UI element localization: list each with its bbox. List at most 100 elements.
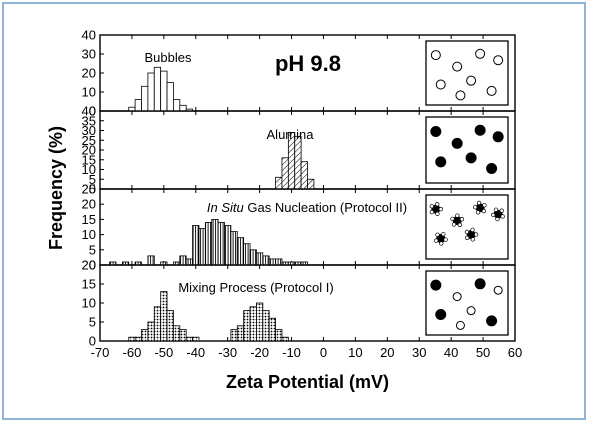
histogram-bar (198, 228, 206, 266)
attached-bubble (481, 208, 487, 214)
attached-bubble (435, 211, 440, 216)
attached-bubble (491, 212, 496, 218)
histogram-bar (268, 317, 276, 342)
x-tick-label: -70 (91, 345, 110, 360)
histogram-bar (236, 325, 245, 342)
y-tick-label: 15 (82, 277, 96, 292)
bubble-circle (493, 285, 503, 295)
attached-bubble (457, 222, 463, 227)
x-tick-label: -60 (123, 345, 142, 360)
x-tick-label: 10 (348, 345, 362, 360)
histogram-bar (275, 258, 283, 266)
x-tick-label: 40 (444, 345, 458, 360)
y-tick-label: 20 (82, 66, 96, 81)
alumina-particle (486, 315, 498, 327)
attached-bubble (482, 203, 487, 208)
bubble-circle (430, 50, 441, 61)
histogram-bar (275, 176, 283, 190)
alumina-particle (430, 126, 442, 138)
histogram-bar (243, 310, 251, 342)
histogram-bar (275, 329, 283, 342)
y-tick-label: 5 (89, 172, 96, 187)
bubble-circle (435, 79, 446, 90)
attached-bubble (464, 229, 470, 235)
attached-bubble (465, 235, 470, 240)
histogram-bar (243, 243, 251, 266)
panel-label: In Situ Gas Nucleation (Protocol II) (207, 200, 407, 215)
histogram-bar (141, 85, 149, 112)
inset-schematic-open-circles (425, 40, 509, 106)
panel-label: Alumina (267, 127, 315, 142)
y-tick-label: 30 (82, 123, 96, 138)
y-tick-label: 20 (82, 197, 96, 212)
y-tick-label: 20 (82, 258, 96, 273)
histogram-bar (300, 161, 308, 190)
histogram-bar (166, 310, 174, 342)
inset-schematic-decorated-circles (425, 194, 509, 260)
attached-bubble (473, 232, 479, 237)
histogram-bar (192, 336, 200, 342)
attached-bubble (499, 208, 504, 213)
histogram-bar (230, 329, 238, 342)
y-tick-label: 40 (82, 104, 96, 119)
histogram-bar (179, 104, 187, 112)
attached-bubble (493, 207, 499, 212)
y-tick-label: 10 (82, 227, 96, 242)
y-tick-label: 15 (82, 152, 96, 167)
ph-title: pH 9.8 (275, 51, 341, 76)
histogram-bar (173, 99, 181, 112)
y-tick-label: 25 (82, 182, 96, 197)
histogram-bar (147, 72, 155, 112)
y-tick-label: 5 (89, 315, 96, 330)
y-tick-label: 15 (82, 212, 96, 227)
alumina-particle (486, 162, 498, 174)
histogram-bar (147, 321, 155, 342)
histogram-bar (224, 225, 232, 266)
inset-schematic-mixed-circles (425, 270, 509, 336)
x-tick-label: 50 (476, 345, 490, 360)
y-axis-label: Frequency (%) (46, 126, 66, 250)
histogram-bar (211, 218, 219, 266)
inset-frame (425, 194, 509, 260)
x-axis-label: Zeta Potential (mV) (226, 372, 389, 392)
histogram-bar (256, 302, 264, 342)
attached-bubble (455, 213, 460, 218)
alumina-particle (492, 131, 504, 143)
x-tick-label: 0 (320, 345, 327, 360)
y-tick-label: 0 (89, 182, 96, 197)
alumina-particle (435, 309, 447, 321)
histogram-bar (294, 135, 302, 190)
alumina-particle (435, 156, 447, 168)
attached-bubble (450, 216, 455, 221)
y-tick-label: 0 (89, 258, 96, 273)
histogram-bar (179, 329, 187, 342)
bubble-circle (466, 306, 476, 316)
histogram-bar (179, 255, 187, 266)
attached-bubble (459, 217, 465, 222)
alumina-particle (474, 278, 486, 290)
bubble-circle (455, 320, 465, 330)
attached-bubble (472, 205, 478, 210)
bubble-circle (493, 55, 504, 66)
attached-bubble (429, 209, 434, 215)
y-tick-label: 0 (89, 104, 96, 119)
histogram-bar (160, 291, 168, 342)
histogram-bar (249, 306, 257, 342)
histogram-bar (134, 336, 142, 342)
y-tick-label: 25 (82, 133, 96, 148)
x-tick-label: -40 (186, 345, 205, 360)
histogram-bar (166, 82, 174, 112)
y-tick-label: 30 (82, 47, 96, 62)
histogram-bar (147, 255, 155, 266)
attached-bubble (435, 202, 440, 207)
attached-bubble (500, 214, 505, 219)
histogram-bar (153, 66, 162, 112)
panel-label: Mixing Process (Protocol I) (178, 280, 333, 295)
y-tick-label: 10 (82, 85, 96, 100)
x-tick-label: -50 (154, 345, 173, 360)
attached-bubble (443, 237, 448, 242)
alumina-particle (474, 124, 486, 136)
bubble-circle (452, 292, 462, 302)
